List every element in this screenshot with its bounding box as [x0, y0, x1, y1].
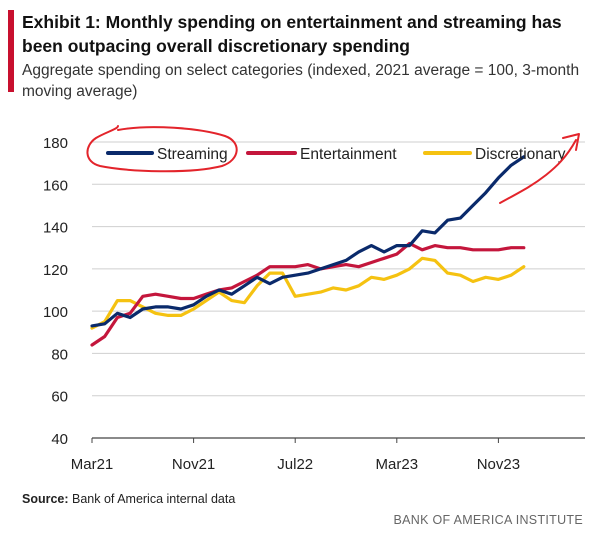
gridlines [92, 141, 585, 439]
chart-title: Exhibit 1: Monthly spending on entertain… [22, 12, 562, 56]
legend-label-streaming: Streaming [157, 146, 228, 163]
x-tick-label: Mar23 [376, 456, 419, 473]
source-label: Source: [22, 492, 69, 506]
y-axis-ticks: 40 60 80 100 120 140 160 180 [43, 135, 68, 448]
x-tick-label: Mar21 [71, 456, 114, 473]
y-tick-label: 80 [51, 346, 68, 363]
annotation-circle [86, 125, 238, 173]
y-tick-label: 160 [43, 177, 68, 194]
legend-label-entertainment: Entertainment [300, 146, 397, 163]
series-line-discretionary [90, 256, 526, 330]
series-line-streaming [90, 155, 526, 328]
x-tick-label: Jul22 [277, 456, 313, 473]
accent-bar [8, 10, 14, 92]
x-axis-ticks: Mar21 Nov21 Jul22 Mar23 Nov23 [71, 438, 520, 473]
legend-label-discretionary: Discretionary [475, 146, 566, 163]
y-tick-label: 120 [43, 262, 68, 279]
series-lines [90, 155, 526, 347]
x-tick-label: Nov23 [477, 456, 520, 473]
y-tick-label: 180 [43, 135, 68, 152]
brand-footer: BANK OF AMERICA INSTITUTE [393, 513, 583, 527]
x-tick-label: Nov21 [172, 456, 215, 473]
y-tick-label: 60 [51, 389, 68, 406]
annotation-arrow-shaft [499, 139, 577, 204]
y-tick-label: 100 [43, 304, 68, 321]
source-text: Bank of America internal data [68, 492, 236, 506]
series-line-entertainment [90, 241, 526, 347]
y-tick-label: 40 [51, 431, 68, 448]
hand-annotations [86, 125, 580, 204]
source-note: Source: Bank of America internal data [22, 492, 235, 506]
legend: Streaming Entertainment Discretionary [106, 146, 566, 163]
y-tick-label: 140 [43, 220, 68, 237]
annotation-arrow-head [562, 133, 580, 151]
chart-subtitle: Aggregate spending on select categories … [22, 62, 580, 100]
